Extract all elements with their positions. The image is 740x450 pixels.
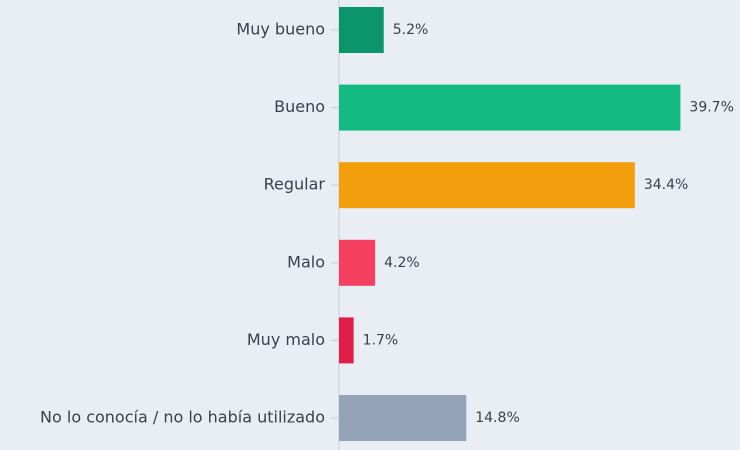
value-label: 5.2%	[393, 22, 429, 38]
background	[0, 0, 740, 450]
bar	[339, 240, 375, 286]
value-label: 4.2%	[384, 255, 420, 271]
bar	[339, 395, 466, 441]
value-label: 39.7%	[689, 100, 733, 116]
bar	[339, 7, 384, 53]
category-label: Regular	[264, 175, 326, 194]
page: Muy bueno 5.2% Bueno 39.7% Regular 34.4% Malo 4…	[0, 0, 740, 450]
bar	[339, 317, 354, 363]
category-label: Bueno	[274, 97, 325, 116]
value-label: 14.8%	[475, 410, 519, 426]
value-label: 1.7%	[363, 332, 399, 348]
category-label: Muy bueno	[236, 20, 325, 39]
value-label: 34.4%	[644, 177, 688, 193]
category-label: No lo conocía / no lo había utilizado	[40, 408, 325, 427]
category-label: Malo	[287, 252, 325, 271]
bar	[339, 85, 680, 131]
chart: Muy bueno 5.2% Bueno 39.7% Regular 34.4% Malo 4…	[0, 0, 740, 450]
bar	[339, 162, 635, 208]
category-label: Muy malo	[247, 330, 325, 349]
